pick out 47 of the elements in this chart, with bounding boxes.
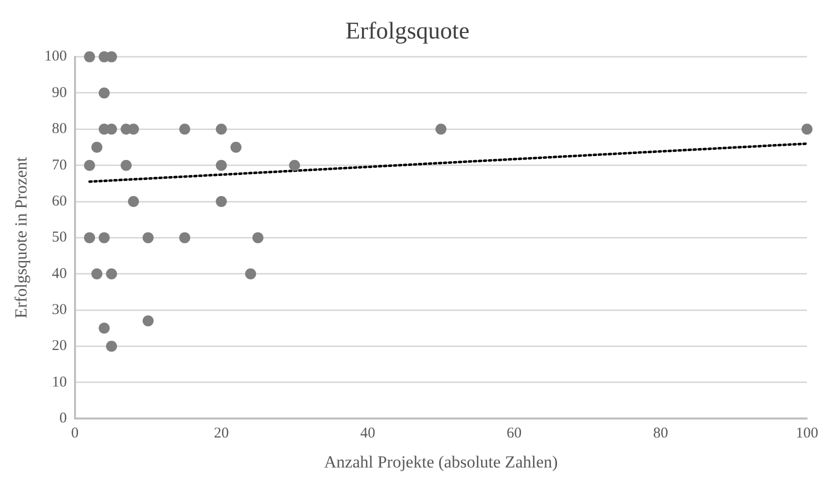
point [230, 142, 242, 153]
x-tick-label: 0 [71, 426, 79, 442]
point [106, 51, 118, 62]
point [216, 196, 227, 208]
y-tick-label: 20 [52, 338, 67, 354]
y-tick-label: 80 [52, 121, 67, 138]
y-tick-label: 90 [52, 84, 67, 101]
point [179, 232, 190, 244]
y-tick-label: 10 [52, 374, 67, 390]
y-axis-title: Erfolgsquote in Prozent [12, 156, 31, 318]
point [84, 51, 96, 62]
y-tick-label: 50 [52, 230, 67, 246]
x-tick-label: 100 [796, 426, 818, 442]
point [142, 315, 154, 326]
chart-title: Erfolgsquote [346, 18, 470, 45]
point [245, 268, 256, 280]
point [128, 196, 139, 208]
y-tick-label: 100 [44, 48, 67, 65]
point [106, 340, 118, 352]
point [216, 160, 227, 171]
point [142, 232, 154, 244]
y-tick-label: 70 [52, 157, 67, 174]
point [216, 124, 227, 135]
point [106, 268, 118, 280]
point [98, 87, 110, 98]
y-tick-label: 30 [52, 302, 67, 318]
point [802, 124, 812, 135]
x-tick-label: 20 [214, 426, 229, 442]
point [120, 160, 132, 171]
point [179, 124, 190, 135]
x-axis-title: Anzahl Projekte (absolute Zahlen) [324, 452, 558, 472]
point [435, 124, 446, 135]
point [289, 160, 300, 171]
point [98, 232, 110, 244]
x-tick-label: 60 [506, 426, 522, 442]
point [84, 232, 96, 244]
y-tick-label: 0 [59, 410, 67, 427]
point [91, 268, 102, 280]
point [252, 232, 264, 244]
point [98, 322, 110, 334]
point [84, 160, 96, 171]
x-tick-label: 80 [653, 426, 668, 442]
point [91, 142, 102, 153]
y-tick-label: 60 [52, 193, 67, 210]
point [106, 124, 118, 135]
y-tick-label: 40 [52, 266, 67, 282]
x-tick-label: 40 [360, 426, 376, 442]
